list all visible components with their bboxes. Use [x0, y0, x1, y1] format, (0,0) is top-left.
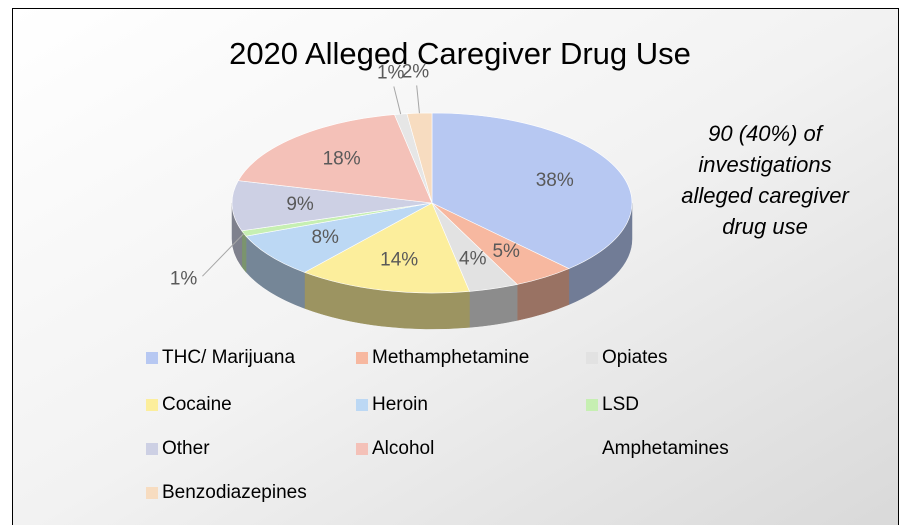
- legend-label: THC/ Marijuana: [162, 347, 295, 368]
- legend-label: Amphetamines: [602, 438, 729, 459]
- chart-title: 2020 Alleged Caregiver Drug Use: [229, 36, 691, 71]
- legend-swatch: [146, 443, 158, 455]
- data-label: 18%: [323, 149, 361, 170]
- data-label: 1%: [170, 268, 198, 289]
- leader-line: [202, 233, 245, 277]
- legend-label: Opiates: [602, 347, 667, 368]
- data-label: 38%: [536, 170, 574, 191]
- data-label: 4%: [459, 249, 487, 270]
- data-label: 2%: [402, 61, 430, 82]
- legend-swatch: [586, 352, 598, 364]
- slice-side: [241, 230, 247, 273]
- slice: [245, 202, 433, 273]
- legend-label: Alcohol: [372, 438, 434, 459]
- legend-label: Heroin: [372, 394, 428, 415]
- data-label: 5%: [492, 241, 520, 262]
- slice: [431, 112, 633, 269]
- legend-swatch: [146, 487, 158, 499]
- legend-label: Benzodiazepines: [162, 482, 307, 503]
- legend-swatch: [356, 443, 368, 455]
- data-label: 9%: [286, 194, 314, 215]
- slice: [237, 114, 433, 204]
- annotation: 90 (40%) of investigations alleged careg…: [681, 121, 849, 239]
- leader-line: [393, 86, 402, 115]
- legend-swatch: [586, 443, 598, 455]
- legend-label: Other: [162, 438, 210, 459]
- slice: [303, 202, 470, 294]
- legend-swatch: [356, 352, 368, 364]
- data-label: 8%: [311, 227, 339, 248]
- legend-swatch: [586, 399, 598, 411]
- legend-swatch: [146, 352, 158, 364]
- legend-label: LSD: [602, 394, 639, 415]
- leader-line: [416, 85, 420, 114]
- data-label: 14%: [380, 250, 418, 271]
- data-label: 1%: [377, 63, 405, 84]
- legend-swatch: [146, 399, 158, 411]
- slice: [231, 180, 433, 232]
- legend-label: Cocaine: [162, 394, 232, 415]
- slice: [406, 112, 433, 204]
- legend-label: Methamphetamine: [372, 347, 529, 368]
- legend-swatch: [356, 399, 368, 411]
